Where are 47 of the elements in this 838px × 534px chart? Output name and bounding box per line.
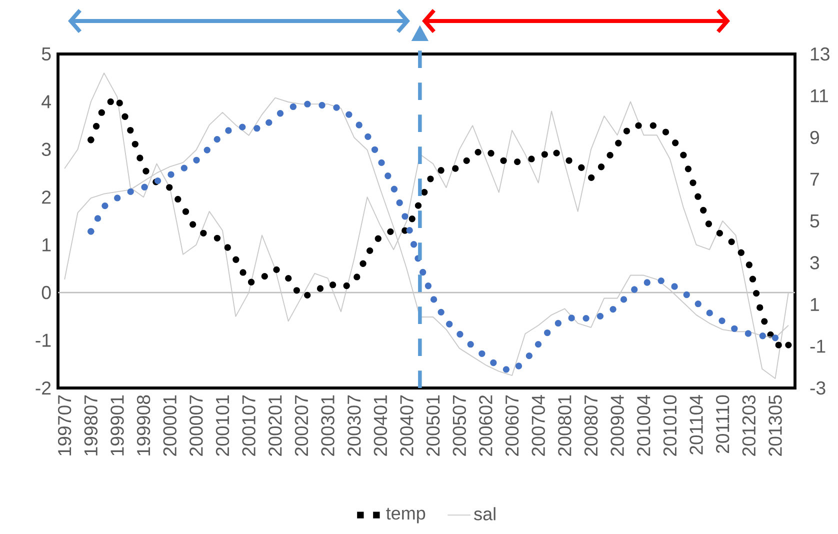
x-tick-label: 200904 (610, 395, 624, 456)
y-tick-label: 3 (42, 142, 51, 156)
x-tick-label: 199807 (84, 395, 98, 456)
y2-tick-label: -1 (810, 340, 826, 353)
y-tick-label: 4 (42, 95, 51, 108)
y2-tick-label: 1 (810, 298, 819, 311)
x-tick-label: 200001 (163, 395, 176, 456)
x-tick-label: 201203 (742, 395, 756, 456)
x-tick-label: 199901 (110, 395, 124, 456)
y-tick-label: -2 (36, 381, 51, 394)
x-tick-label: 200107 (242, 395, 256, 456)
x-tick-label: 200801 (558, 395, 572, 456)
x-tick-label: 200407 (400, 395, 414, 456)
x-tick-label: 201004 (637, 395, 650, 456)
y-tick-label: 5 (42, 47, 51, 61)
y2-tick-label: -3 (810, 381, 826, 395)
x-tick-label: 200007 (190, 395, 203, 456)
x-tick-label: 201305 (768, 395, 782, 456)
y-tick-label: 0 (42, 286, 51, 300)
y2-tick-label: 11 (810, 89, 828, 102)
x-tick-label: 200507 (452, 395, 466, 456)
y2-tick-label: 13 (810, 47, 830, 61)
x-tick-label: 199707 (58, 395, 72, 456)
y-tick-label: 2 (42, 190, 51, 204)
legend-label: sal (474, 507, 496, 520)
x-tick-label: 200307 (347, 395, 361, 456)
x-tick-label: 199908 (136, 395, 150, 456)
y-tick-label: -1 (36, 334, 51, 347)
x-tick-label: 200101 (216, 395, 230, 456)
x-tick-label: 200501 (426, 395, 440, 456)
x-tick-label: 201104 (690, 395, 703, 454)
y2-tick-label: 7 (810, 172, 819, 186)
x-tick-label: 200704 (532, 395, 545, 456)
y2-tick-label: 9 (810, 130, 819, 144)
x-tick-label: 200401 (374, 395, 388, 456)
x-tick-label: 200602 (479, 395, 492, 456)
y-tick-label: 1 (42, 238, 51, 252)
x-tick-label: 200201 (268, 395, 282, 456)
x-tick-label: 200807 (584, 395, 598, 456)
y2-tick-label: 3 (810, 256, 820, 270)
x-tick-label: 201010 (663, 395, 677, 456)
x-tick-label: 200607 (505, 395, 519, 456)
legend-label: temp (386, 508, 426, 524)
x-tick-label: 200301 (321, 395, 334, 456)
x-tick-label: 200207 (294, 395, 308, 456)
y2-tick-label: 5 (810, 214, 820, 228)
x-tick-label: 201110 (716, 395, 730, 454)
